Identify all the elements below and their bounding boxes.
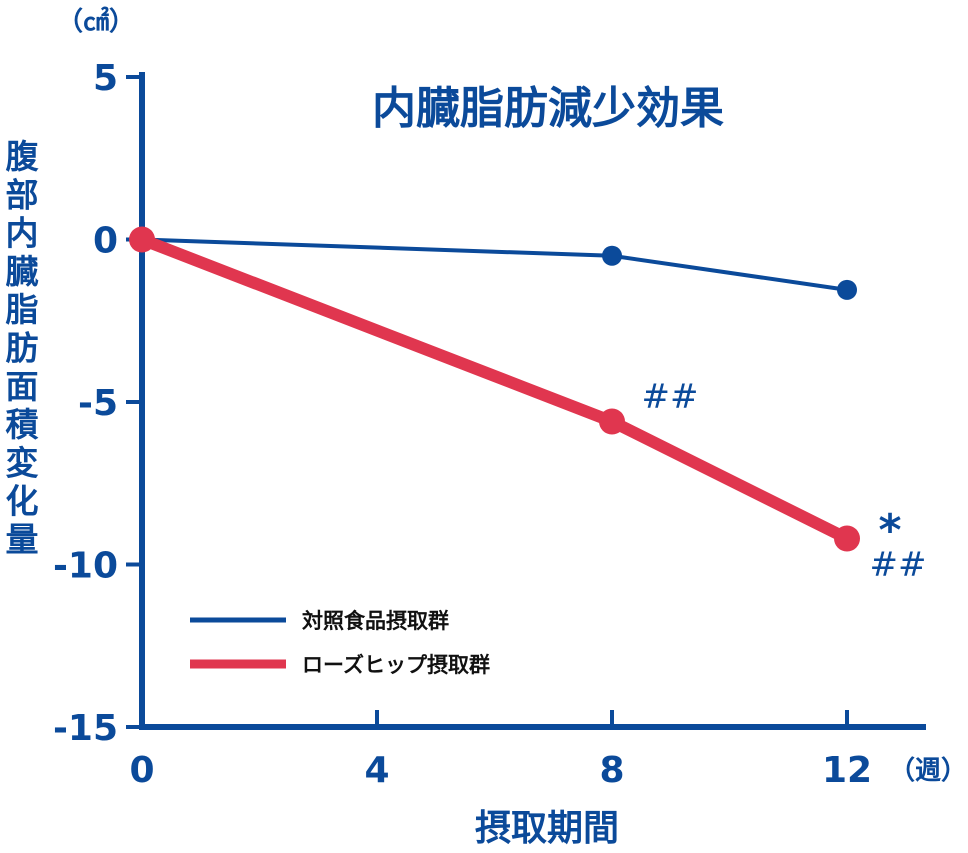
data-point-rosehip [599, 408, 625, 435]
data-point-rosehip [129, 226, 155, 253]
annotation-layer: ##*## [642, 377, 927, 585]
legend-label-rosehip: ローズヒップ摂取群 [302, 653, 490, 677]
chart-title: 内臓脂肪減少効果 [372, 83, 724, 134]
axis-ticks: 5 0 -5 -10 -15 0 4 8 12 [53, 58, 872, 791]
x-axis-label: 摂取期間 [475, 808, 619, 849]
y-tick-label: -5 [78, 383, 118, 424]
legend-label-control: 対照食品摂取群 [302, 609, 449, 633]
y-tick-label: -15 [53, 708, 118, 749]
data-point-control [837, 279, 857, 300]
series-line-rosehip [136, 233, 853, 545]
series-layer [129, 226, 860, 552]
y-tick-label: -10 [53, 546, 118, 587]
x-unit-label: （週） [889, 756, 967, 786]
y-axis-label-char: 化 [6, 482, 39, 521]
x-tick-label: 4 [364, 750, 389, 791]
y-axis-label-char: 肪 [6, 329, 39, 368]
y-axis-label-char: 内 [6, 214, 39, 253]
y-tick-label: 5 [93, 58, 118, 99]
x-tick-label: 8 [599, 750, 624, 791]
data-point-control [602, 245, 622, 266]
significance-star-12w: * [878, 505, 901, 556]
x-tick-label: 12 [822, 750, 872, 791]
y-axis-label-char: 臓 [6, 252, 39, 291]
y-axis-label-char: 面 [6, 367, 39, 406]
y-axis-label-char: 量 [6, 520, 39, 559]
significance-marker-12w: ## [870, 545, 927, 585]
significance-marker-8w: ## [642, 377, 699, 417]
y-axis-label-char: 変 [6, 443, 39, 482]
y-axis-label-char: 腹 [6, 137, 40, 176]
x-tick-label: 0 [129, 750, 154, 791]
y-tick-label: 0 [93, 221, 118, 262]
y-axis-label-char: 脂 [6, 290, 39, 329]
y-unit-label: （㎠） [57, 6, 135, 37]
legend: 対照食品摂取群 ローズヒップ摂取群 [190, 609, 490, 677]
y-axis-label-char: 積 [6, 405, 39, 444]
y-axis-label-char: 部 [6, 175, 39, 214]
data-point-rosehip [834, 525, 860, 552]
